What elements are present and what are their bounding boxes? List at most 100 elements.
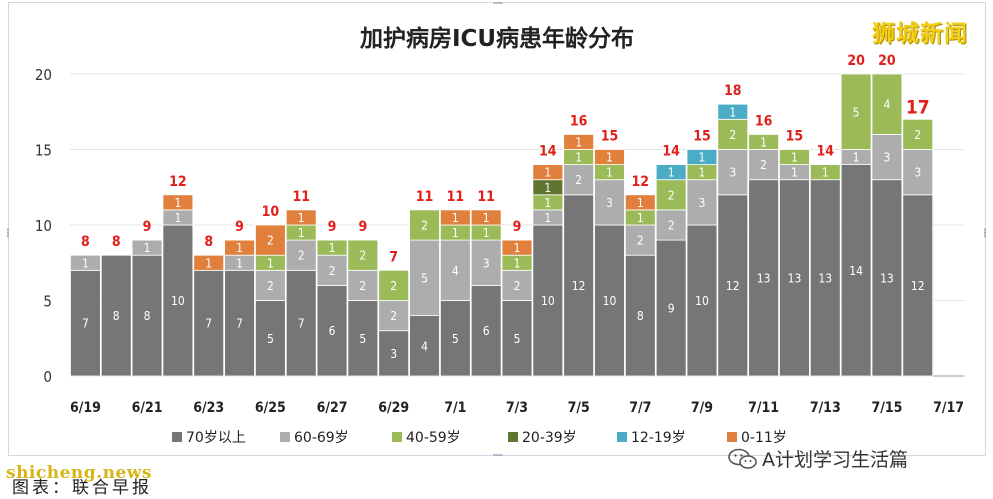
segment-value-label: 8 bbox=[144, 309, 151, 323]
legend-label: 60-69岁 bbox=[294, 430, 349, 446]
total-value-label: 9 bbox=[328, 219, 337, 235]
segment-value-label: 4 bbox=[421, 339, 428, 353]
segment-value-label: 8 bbox=[113, 309, 120, 323]
segment-value-label: 7 bbox=[298, 317, 305, 331]
legend-swatch bbox=[617, 432, 627, 442]
segment-value-label: 1 bbox=[822, 166, 829, 180]
total-value-label: 12 bbox=[169, 174, 187, 190]
segment-value-label: 1 bbox=[544, 166, 551, 180]
total-value-label: 9 bbox=[143, 219, 152, 235]
x-tick-label: 7/1 bbox=[444, 400, 466, 416]
segment-value-label: 2 bbox=[390, 279, 397, 293]
legend-label: 0-11岁 bbox=[741, 430, 787, 446]
legend-label: 12-19岁 bbox=[631, 430, 686, 446]
segment-value-label: 2 bbox=[267, 279, 274, 293]
segment-value-label: 4 bbox=[452, 264, 459, 278]
y-tick-label: 10 bbox=[35, 217, 52, 235]
x-tick-label: 7/5 bbox=[568, 400, 590, 416]
total-value-label: 9 bbox=[235, 219, 244, 235]
segment-value-label: 7 bbox=[236, 317, 243, 331]
segment-value-label: 1 bbox=[82, 256, 89, 270]
wechat-account: A计划学习生活篇 bbox=[728, 445, 908, 472]
segment-value-label: 1 bbox=[267, 256, 274, 270]
legend: 70岁以上 60-69岁 40-59岁 20-39岁 12-19岁 0-11岁 bbox=[172, 430, 787, 446]
legend-swatch bbox=[727, 432, 737, 442]
segment-value-label: 2 bbox=[359, 249, 366, 263]
total-value-label: 9 bbox=[358, 219, 367, 235]
total-value-label: 10 bbox=[262, 204, 280, 220]
y-tick-label: 5 bbox=[43, 293, 52, 311]
segment-value-label: 2 bbox=[914, 128, 921, 142]
segment-value-label: 1 bbox=[544, 196, 551, 210]
segment-value-label: 14 bbox=[849, 264, 863, 278]
legend-swatch bbox=[392, 432, 402, 442]
x-tick-label: 7/3 bbox=[506, 400, 528, 416]
segment-value-label: 5 bbox=[421, 271, 428, 285]
segment-value-label: 3 bbox=[883, 151, 890, 165]
segment-value-label: 2 bbox=[267, 234, 274, 248]
segment-value-label: 2 bbox=[359, 279, 366, 293]
total-value-label: 20 bbox=[878, 53, 896, 69]
segment-value-label: 2 bbox=[390, 309, 397, 323]
segment-value-label: 5 bbox=[267, 332, 274, 346]
total-value-label: 7 bbox=[389, 249, 398, 265]
legend-swatch bbox=[280, 432, 290, 442]
total-value-label: 11 bbox=[447, 189, 465, 205]
segment-value-label: 3 bbox=[606, 196, 613, 210]
segment-value-label: 10 bbox=[541, 294, 555, 308]
x-tick-label: 7/7 bbox=[629, 400, 651, 416]
site-watermark: shicheng.news bbox=[6, 463, 152, 483]
segment-value-label: 3 bbox=[483, 256, 490, 270]
segment-value-label: 1 bbox=[668, 166, 675, 180]
segment-value-label: 10 bbox=[695, 294, 709, 308]
segment-value-label: 4 bbox=[883, 98, 890, 112]
segment-value-label: 1 bbox=[298, 226, 305, 240]
segment-value-label: 1 bbox=[606, 166, 613, 180]
segment-value-label: 1 bbox=[544, 211, 551, 225]
brand-watermark: 狮城新闻 bbox=[872, 14, 968, 48]
total-value-label: 14 bbox=[662, 144, 680, 160]
segment-value-label: 1 bbox=[174, 196, 181, 210]
segment-value-label: 13 bbox=[788, 271, 802, 285]
segment-value-label: 1 bbox=[174, 211, 181, 225]
legend-swatch bbox=[508, 432, 518, 442]
total-value-label: 8 bbox=[112, 234, 121, 250]
segment-value-label: 1 bbox=[544, 181, 551, 195]
segment-value-label: 2 bbox=[729, 128, 736, 142]
total-value-label: 12 bbox=[632, 174, 650, 190]
total-value-label: 14 bbox=[817, 144, 835, 160]
segment-value-label: 6 bbox=[329, 324, 336, 338]
segment-value-label: 1 bbox=[791, 151, 798, 165]
total-value-label: 17 bbox=[906, 96, 930, 118]
segment-value-label: 13 bbox=[757, 271, 771, 285]
segment-value-label: 1 bbox=[514, 241, 521, 255]
segment-value-label: 7 bbox=[82, 317, 89, 331]
segment-value-label: 10 bbox=[603, 294, 617, 308]
x-tick-label: 7/9 bbox=[691, 400, 713, 416]
segment-value-label: 1 bbox=[514, 256, 521, 270]
total-value-label: 11 bbox=[292, 189, 310, 205]
segment-value-label: 1 bbox=[329, 241, 336, 255]
segment-value-label: 2 bbox=[575, 173, 582, 187]
wechat-account-name: A计划学习生活篇 bbox=[762, 445, 908, 472]
segment-value-label: 1 bbox=[452, 226, 459, 240]
x-tick-label: 7/17 bbox=[933, 400, 964, 416]
segment-value-label: 1 bbox=[575, 151, 582, 165]
y-tick-label: 0 bbox=[43, 368, 52, 386]
segment-value-label: 13 bbox=[880, 271, 894, 285]
chart: 加护病房ICU病患年龄分布 051015206/19 6/21 6/23 6/25 6/… bbox=[0, 0, 993, 499]
segment-value-label: 2 bbox=[760, 158, 767, 172]
x-tick-label: 7/15 bbox=[871, 400, 902, 416]
total-value-label: 20 bbox=[847, 53, 865, 69]
segment-value-label: 1 bbox=[483, 226, 490, 240]
wechat-icon bbox=[728, 448, 758, 470]
segment-value-label: 12 bbox=[911, 279, 925, 293]
segment-value-label: 1 bbox=[791, 166, 798, 180]
segment-value-label: 2 bbox=[421, 219, 428, 233]
segment-value-label: 3 bbox=[699, 196, 706, 210]
x-tick-label: 7/11 bbox=[748, 400, 779, 416]
segment-value-label: 1 bbox=[236, 241, 243, 255]
segment-value-label: 10 bbox=[171, 294, 185, 308]
segment-value-label: 2 bbox=[514, 279, 521, 293]
segment-value-label: 1 bbox=[729, 105, 736, 119]
